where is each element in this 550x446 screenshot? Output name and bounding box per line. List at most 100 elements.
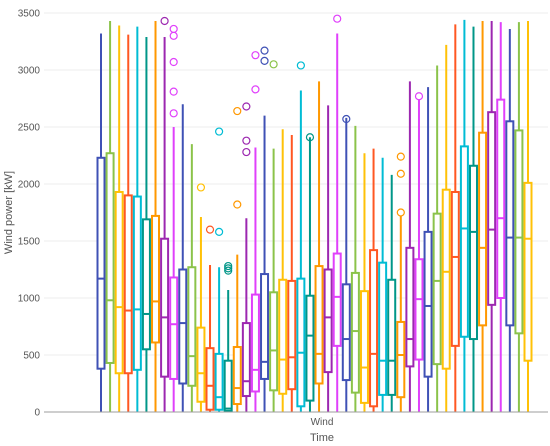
box-18	[250, 51, 260, 412]
box-23	[296, 61, 306, 412]
box-iqr	[123, 194, 133, 375]
box-13	[205, 225, 215, 412]
box-26	[323, 105, 333, 412]
y-tick-label: 2500	[18, 123, 41, 134]
box-outlier	[260, 56, 269, 65]
box-iqr	[496, 98, 506, 299]
box-39	[441, 44, 451, 412]
box-iqr	[260, 273, 270, 380]
box-iqr	[350, 271, 360, 394]
box-4	[123, 34, 133, 412]
box-40	[450, 24, 460, 412]
y-tick-label: 1000	[18, 294, 41, 305]
box-20	[269, 60, 279, 412]
box-5	[132, 26, 142, 412]
box-43	[478, 20, 488, 412]
box-outlier	[169, 31, 178, 40]
box-24	[305, 133, 315, 412]
box-iqr	[387, 278, 397, 396]
box-iqr	[105, 152, 115, 364]
box-iqr	[487, 111, 497, 306]
box-6	[141, 36, 151, 412]
box-outlier	[242, 136, 251, 145]
box-outlier	[260, 46, 269, 55]
box-iqr	[332, 252, 342, 347]
box-21	[278, 129, 288, 412]
box-iqr	[196, 326, 206, 403]
box-30	[359, 153, 369, 412]
box-iqr	[205, 347, 215, 411]
box-iqr	[523, 181, 533, 362]
box-45	[496, 22, 506, 412]
box-iqr	[323, 268, 333, 374]
box-29	[350, 125, 360, 412]
box-outlier	[396, 152, 405, 161]
box-iqr	[423, 230, 433, 378]
box-iqr	[359, 290, 369, 404]
box-outlier	[242, 102, 251, 111]
box-iqr	[369, 249, 379, 408]
box-outlier	[251, 85, 260, 94]
box-iqr	[241, 322, 251, 398]
box-iqr	[141, 218, 151, 351]
box-35	[405, 81, 415, 412]
box-25	[314, 81, 324, 412]
x-axis-title: Time	[310, 432, 334, 444]
box-outlier	[196, 183, 206, 192]
box-outlier	[342, 114, 351, 124]
box-44	[487, 20, 497, 412]
box-iqr	[405, 246, 415, 368]
box-outlier	[414, 92, 424, 101]
box-2	[105, 20, 115, 412]
box-iqr	[96, 156, 106, 370]
box-7	[151, 20, 161, 412]
box-iqr	[341, 283, 351, 382]
box-33	[387, 174, 397, 412]
box-iqr	[269, 291, 279, 392]
box-11	[187, 144, 197, 412]
box-outlier	[205, 225, 215, 234]
box-outlier	[169, 109, 178, 118]
box-iqr	[314, 265, 324, 385]
box-46	[505, 28, 515, 412]
box-iqr	[432, 212, 442, 366]
box-36	[414, 92, 424, 412]
y-axis-title: Wind power [kW]	[3, 171, 15, 254]
box-outlier	[396, 169, 405, 178]
box-iqr	[223, 359, 233, 412]
box-outlier	[233, 106, 242, 116]
box-iqr	[214, 352, 224, 411]
box-9	[169, 24, 179, 412]
box-28	[341, 114, 351, 412]
box-16	[232, 106, 242, 412]
box-outlier	[224, 261, 233, 271]
box-iqr	[478, 131, 488, 327]
box-outlier	[233, 200, 242, 209]
box-iqr	[414, 258, 424, 361]
y-tick-label: 3000	[18, 66, 41, 77]
box-iqr	[296, 277, 306, 408]
box-1	[96, 33, 106, 412]
box-14	[214, 127, 224, 412]
box-outlier	[296, 61, 305, 70]
box-iqr	[305, 294, 315, 402]
box-38	[432, 65, 442, 412]
box-iqr	[441, 188, 451, 370]
box-41	[459, 19, 469, 412]
box-outlier	[305, 133, 315, 142]
box-outlier	[224, 266, 233, 275]
box-outlier	[169, 57, 178, 67]
box-iqr	[287, 279, 297, 391]
box-outlier	[242, 147, 251, 157]
box-27	[332, 14, 342, 412]
box-iqr	[378, 261, 388, 396]
box-outlier	[160, 16, 169, 26]
box-37	[423, 87, 433, 412]
box-iqr	[505, 120, 515, 327]
box-22	[287, 134, 297, 412]
box-outlier	[169, 87, 178, 96]
box-32	[378, 157, 388, 412]
box-42	[468, 26, 478, 412]
